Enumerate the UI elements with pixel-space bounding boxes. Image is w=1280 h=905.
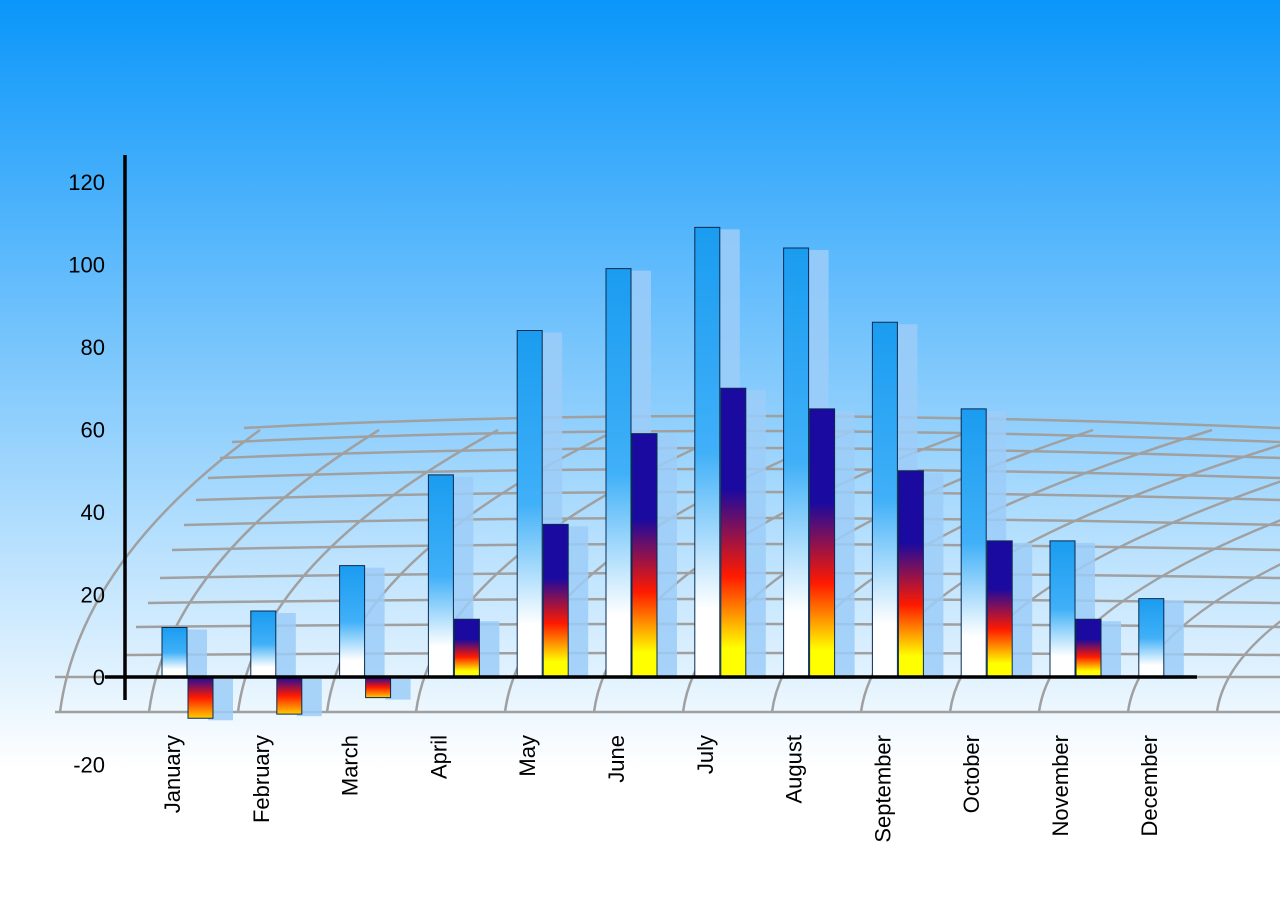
bar-series1-july	[694, 226, 721, 678]
bar-series2-february	[276, 676, 303, 715]
bar-series2-august	[809, 408, 836, 678]
bar-series1-may	[516, 330, 543, 678]
bar-series1-december	[1138, 598, 1165, 678]
x-tick-label: October	[959, 735, 984, 813]
x-tick-label: November	[1048, 735, 1073, 836]
y-tick-label: 40	[81, 500, 105, 525]
x-tick-label: June	[604, 735, 629, 783]
y-tick-label: 0	[93, 665, 105, 690]
y-tick-label: 60	[81, 418, 105, 443]
x-tick-label: May	[515, 735, 540, 777]
bar-series2-july	[720, 387, 747, 678]
floor-grid-curve	[147, 428, 380, 713]
bar-series2-september	[897, 470, 924, 678]
bar-series1-september	[871, 321, 898, 678]
x-tick-label: April	[426, 735, 451, 779]
y-tick-label: 100	[68, 253, 105, 278]
bar-series2-june	[631, 433, 658, 678]
x-tick-label: September	[870, 735, 895, 843]
x-tick-label: August	[782, 735, 807, 804]
floor-grid-curve	[503, 428, 856, 713]
y-tick-label: 80	[81, 335, 105, 360]
y-tick-label: -20	[73, 753, 105, 778]
bar-series2-november	[1075, 618, 1102, 678]
floor-grid-curve	[236, 428, 499, 713]
bar-series2-march-shadow	[385, 679, 411, 700]
bar-series1-october	[960, 408, 987, 678]
labels: January February March April May June July Augu…	[68, 170, 1162, 843]
bar-series2-october	[986, 540, 1013, 678]
floor-grid-curve	[58, 428, 261, 713]
x-tick-label: July	[693, 735, 718, 774]
y-tick-label: 120	[68, 170, 105, 195]
bars	[161, 226, 1184, 721]
bar-series1-november	[1049, 540, 1076, 678]
axes	[105, 155, 1197, 700]
bar-series1-january	[161, 627, 188, 678]
bar-series1-march	[339, 565, 366, 678]
bar-series2-april	[453, 618, 480, 678]
bar-series2-january	[187, 676, 214, 719]
bar-series1-february	[250, 610, 277, 678]
x-tick-label: January	[160, 735, 185, 813]
bar-series2-march	[365, 676, 392, 699]
x-tick-label: March	[338, 735, 363, 796]
y-tick-label: 20	[81, 583, 105, 608]
x-tick-label: February	[249, 735, 274, 823]
bar-series2-may	[542, 523, 569, 678]
bar-series1-april	[427, 474, 454, 678]
x-tick-label: December	[1137, 735, 1162, 836]
floor-grid-curve	[1215, 620, 1280, 713]
bar-series1-june	[605, 268, 632, 678]
bar-series1-august	[783, 247, 810, 678]
